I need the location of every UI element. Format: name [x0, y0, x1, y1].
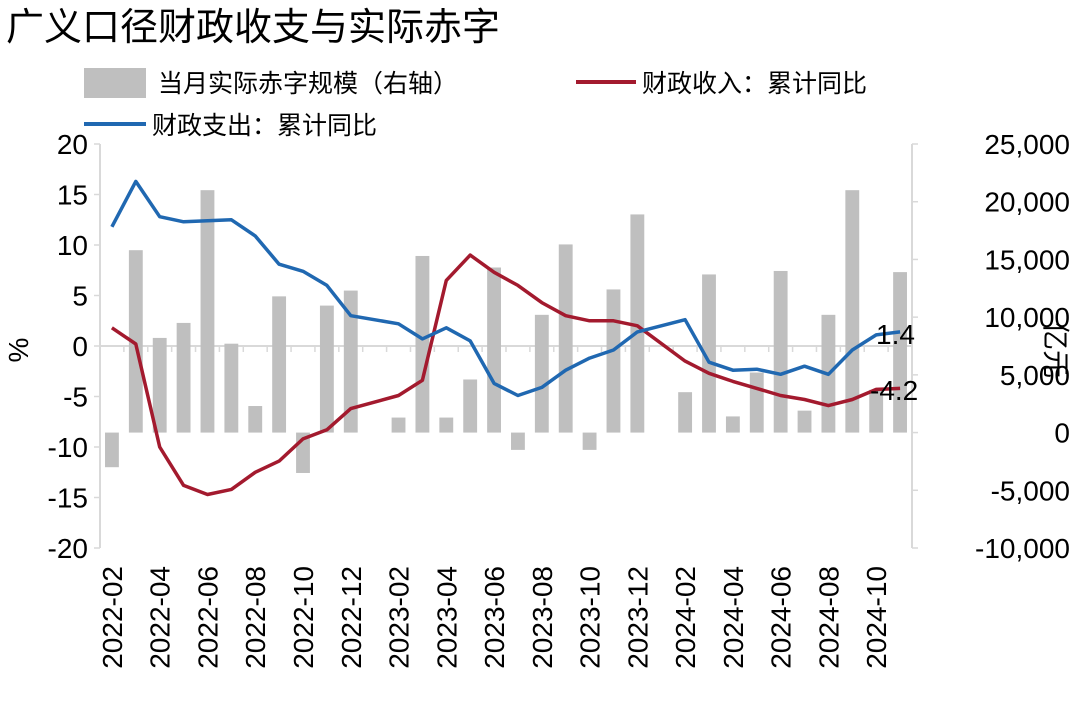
y-tick-label-left: -5 [63, 382, 88, 413]
deficit-bars [105, 190, 907, 473]
deficit-bar [128, 250, 143, 433]
y-tick-label-right: 10,000 [984, 302, 1070, 333]
y-tick-label-left: -15 [48, 483, 88, 514]
y-tick-label-right: -10,000 [975, 533, 1070, 564]
legend-label-expenditure: 财政支出：累计同比 [152, 111, 377, 140]
x-tick-label: 2024-04 [718, 566, 749, 669]
deficit-bar [105, 432, 119, 468]
deficit-bar [893, 272, 907, 433]
line-series [110, 179, 901, 497]
legend: 当月实际赤字规模（右轴） 财政收入：累计同比 财政支出：累计同比 [84, 68, 867, 140]
deficit-bar [678, 392, 693, 433]
y-tick-label-right: 5,000 [1000, 360, 1070, 391]
y-tick-label-left: -20 [48, 533, 88, 564]
y-tick-label-right: 0 [1054, 418, 1070, 449]
annotation-expenditure-last: 1.4 [876, 319, 915, 350]
x-tick-label: 2023-08 [527, 566, 558, 669]
deficit-bar [797, 410, 812, 433]
deficit-bar [200, 190, 215, 433]
deficit-bar [343, 290, 358, 433]
y-tick-label-left: 15 [57, 180, 88, 211]
deficit-bar [773, 270, 788, 433]
x-tick-label: 2024-08 [813, 566, 844, 669]
x-tick-label: 2023-04 [431, 566, 462, 669]
tick-labels: 20 15 10 5 0 -5 -10 -15 -20 25,000 20,000 15,000 10,… [48, 129, 1070, 669]
y-tick-label-right: -5,000 [991, 475, 1070, 506]
x-tick-label: 2023-10 [575, 566, 606, 669]
x-tick-label: 2022-06 [193, 566, 224, 669]
deficit-bar [391, 417, 406, 433]
deficit-bar [319, 305, 334, 433]
x-tick-label: 2024-10 [861, 566, 892, 669]
chart-title: 广义口径财政收支与实际赤字 [6, 5, 500, 49]
y-tick-label-left: -10 [48, 432, 88, 463]
deficit-bar [224, 343, 239, 433]
deficit-bar [511, 432, 525, 450]
y-tick-label-right: 20,000 [984, 187, 1070, 218]
deficit-bar [487, 267, 501, 433]
deficit-bar [534, 314, 549, 433]
deficit-bar [606, 289, 621, 433]
x-tick-label: 2023-02 [384, 566, 415, 669]
deficit-bar [439, 417, 454, 433]
deficit-bar [725, 416, 740, 433]
deficit-bar [415, 255, 430, 433]
deficit-bar [702, 274, 716, 433]
deficit-bar [152, 337, 167, 433]
revenue-line [110, 253, 901, 497]
legend-label-deficit: 当月实际赤字规模（右轴） [158, 69, 458, 98]
deficit-bar [582, 432, 597, 450]
deficit-bar [630, 214, 645, 433]
deficit-bar [463, 379, 478, 433]
y-axis-right-label: 亿元 [1040, 322, 1071, 378]
x-tick-label: 2023-06 [479, 566, 510, 669]
x-tick-label: 2022-12 [336, 566, 367, 669]
y-axis-left-label: % [3, 338, 34, 363]
deficit-bar [749, 372, 764, 433]
y-tick-label-left: 5 [72, 281, 88, 312]
deficit-bar [272, 296, 287, 433]
y-tick-label-left: 10 [57, 230, 88, 261]
y-tick-label-left: 20 [57, 129, 88, 160]
x-tick-label: 2022-10 [288, 566, 319, 669]
y-tick-label-right: 15,000 [984, 244, 1070, 275]
legend-label-revenue: 财政收入：累计同比 [642, 69, 867, 98]
deficit-bar [248, 406, 263, 433]
x-tick-label: 2023-12 [622, 566, 653, 669]
x-tick-label: 2022-04 [145, 566, 176, 669]
deficit-bar [869, 389, 884, 433]
deficit-bar [845, 190, 860, 433]
deficit-bar [176, 322, 191, 433]
x-tick-label: 2022-02 [97, 566, 128, 669]
x-tick-label: 2024-06 [766, 566, 797, 669]
x-tick-label: 2022-08 [240, 566, 271, 669]
y-tick-label-right: 25,000 [984, 129, 1070, 160]
axes [94, 143, 918, 549]
expenditure-line [110, 179, 901, 398]
deficit-bar [558, 244, 573, 433]
y-tick-label-left: 0 [72, 331, 88, 362]
x-tick-label: 2024-02 [670, 566, 701, 669]
legend-swatch-deficit [84, 68, 146, 98]
annotation-revenue-last: -4.2 [870, 375, 918, 406]
